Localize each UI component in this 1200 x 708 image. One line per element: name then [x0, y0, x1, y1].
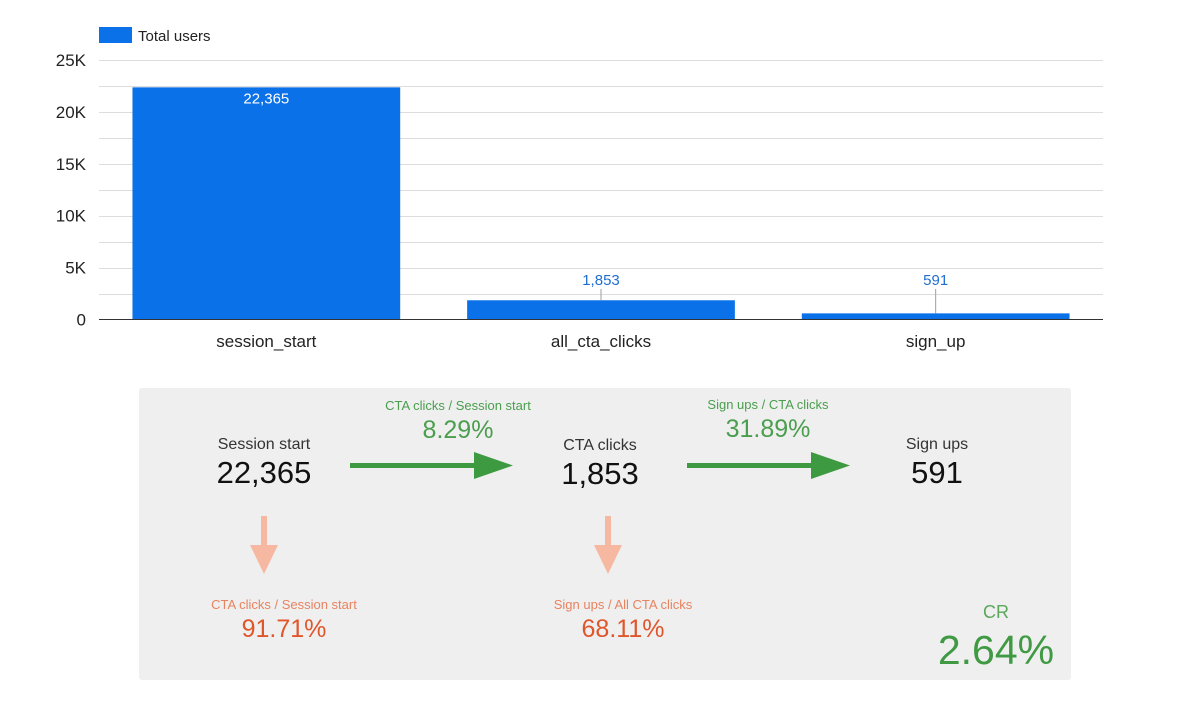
bar-chart: Total users 0 5K 10K 15K 20K 25K 22,365 1,853 5…: [56, 27, 1103, 351]
y-tick-label: 0: [77, 311, 86, 330]
bar-value-label: 22,365: [243, 90, 289, 107]
arrow-right-icon: [687, 452, 850, 479]
bar-value-label: 591: [923, 272, 948, 289]
legend-label: Total users: [138, 28, 211, 45]
session-start-metric: Session start 22,365: [184, 436, 344, 490]
session-start-label: Session start: [217, 436, 311, 453]
y-tick-label: 10K: [56, 207, 87, 226]
y-tick-label: 20K: [56, 103, 87, 122]
cta-session-drop-label: CTA clicks / Session start: [211, 597, 357, 612]
x-tick-label: sign_up: [906, 332, 966, 351]
sign-ups-label: Sign ups: [905, 436, 969, 453]
sign-ups-value: 591: [911, 455, 963, 490]
arrow-down-icon: [594, 516, 622, 574]
bar: [132, 87, 401, 320]
signup-cta-ratio-label: Sign ups / CTA clicks: [707, 397, 829, 412]
y-tick-label: 15K: [56, 155, 87, 174]
y-tick-label: 25K: [56, 51, 87, 70]
session-start-value: 22,365: [216, 455, 312, 490]
x-tick-label: all_cta_clicks: [551, 332, 651, 351]
x-axis-ticks: session_start all_cta_clicks sign_up: [216, 332, 965, 351]
bar: [467, 300, 735, 320]
conversion-rate: CR 2.64%: [934, 602, 1058, 672]
signup-cta-drop-label: Sign ups / All CTA clicks: [553, 597, 693, 612]
signup-cta-drop-value: 68.11%: [581, 615, 665, 643]
signup-cta-ratio: Sign ups / CTA clicks 31.89%: [668, 397, 868, 443]
cta-session-ratio: CTA clicks / Session start 8.29%: [348, 398, 568, 444]
bars: [132, 87, 1070, 320]
signup-cta-drop: Sign ups / All CTA clicks 68.11%: [523, 597, 723, 643]
cr-value: 2.64%: [937, 627, 1055, 673]
cta-session-ratio-label: CTA clicks / Session start: [385, 398, 531, 413]
y-axis-ticks: 0 5K 10K 15K 20K 25K: [56, 51, 87, 330]
signup-cta-ratio-value: 31.89%: [725, 415, 811, 443]
cta-clicks-value: 1,853: [561, 456, 639, 491]
cta-clicks-label: CTA clicks: [563, 437, 637, 454]
arrow-down-icon: [250, 516, 278, 574]
legend-swatch: [99, 27, 132, 43]
arrow-right-icon: [350, 452, 513, 479]
sign-ups-metric: Sign ups 591: [857, 436, 1017, 490]
data-labels: 22,365 1,853 591: [243, 90, 948, 314]
cta-clicks-metric: CTA clicks 1,853: [520, 437, 680, 491]
cta-session-drop-value: 91.71%: [241, 615, 327, 643]
cta-session-ratio-value: 8.29%: [422, 416, 494, 444]
bar: [801, 313, 1070, 320]
y-tick-label: 5K: [65, 259, 86, 278]
cta-session-drop: CTA clicks / Session start 91.71%: [184, 597, 384, 643]
bar-value-label: 1,853: [582, 272, 620, 289]
x-tick-label: session_start: [216, 332, 316, 351]
cr-label: CR: [983, 602, 1009, 622]
